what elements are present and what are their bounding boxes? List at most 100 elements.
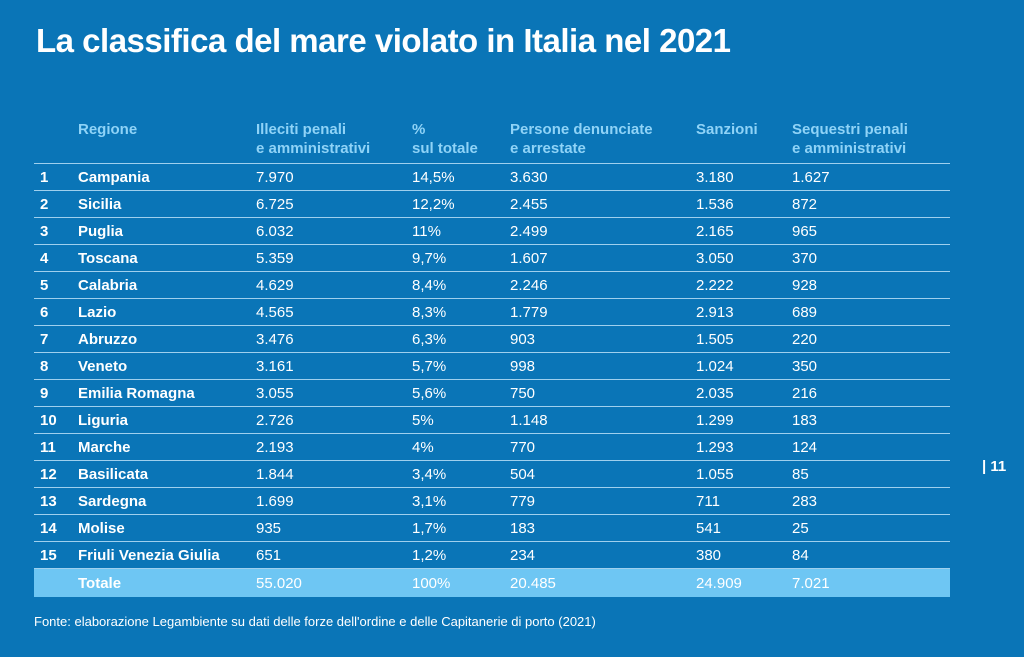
cell-illeciti: 935: [256, 514, 412, 542]
cell-rank: 1: [34, 163, 78, 191]
cell-persone: 2.499: [510, 217, 696, 245]
cell-rank: 7: [34, 325, 78, 353]
cell-region: Toscana: [78, 244, 256, 272]
page-title: La classifica del mare violato in Italia…: [36, 22, 731, 59]
cell-percent: 8,3%: [412, 298, 510, 326]
header-illeciti-line2: e amministrativi: [256, 140, 371, 157]
cell-percent: 5,6%: [412, 379, 510, 407]
cell-sanzioni: 3.050: [696, 244, 792, 272]
cell-sanzioni: 1.024: [696, 352, 792, 380]
cell-percent: 8,4%: [412, 271, 510, 299]
cell-region: Abruzzo: [78, 325, 256, 353]
header-sanzioni: Sanzioni: [696, 120, 792, 164]
cell-rank: 2: [34, 190, 78, 218]
cell-rank: 8: [34, 352, 78, 380]
cell-persone: 234: [510, 541, 696, 569]
header-percent-line2: sul totale: [412, 140, 478, 157]
cell-region: Friuli Venezia Giulia: [78, 541, 256, 569]
cell-rank: 13: [34, 487, 78, 515]
total-sanzioni: 24.909: [696, 568, 792, 597]
cell-region: Basilicata: [78, 460, 256, 488]
cell-persone: 2.455: [510, 190, 696, 218]
header-persone-line2: e arrestate: [510, 140, 586, 157]
cell-illeciti: 7.970: [256, 163, 412, 191]
cell-sanzioni: 3.180: [696, 163, 792, 191]
cell-percent: 12,2%: [412, 190, 510, 218]
cell-sanzioni: 1.293: [696, 433, 792, 461]
cell-region: Marche: [78, 433, 256, 461]
cell-illeciti: 3.476: [256, 325, 412, 353]
header-persone-line1: Persone denunciate: [510, 121, 653, 138]
cell-sequestri: 85: [792, 460, 950, 488]
cell-sequestri: 928: [792, 271, 950, 299]
cell-sequestri: 220: [792, 325, 950, 353]
cell-sequestri: 370: [792, 244, 950, 272]
cell-percent: 3,4%: [412, 460, 510, 488]
cell-sanzioni: 711: [696, 487, 792, 515]
cell-illeciti: 1.844: [256, 460, 412, 488]
total-label: Totale: [78, 568, 256, 597]
cell-region: Molise: [78, 514, 256, 542]
cell-region: Lazio: [78, 298, 256, 326]
cell-percent: 11%: [412, 217, 510, 245]
total-sequestri: 7.021: [792, 568, 950, 597]
page-number: | 11: [982, 458, 1007, 475]
cell-sequestri: 872: [792, 190, 950, 218]
header-illeciti: Illeciti penali e amministrativi: [256, 120, 412, 164]
header-percent: % sul totale: [412, 120, 510, 164]
cell-sanzioni: 2.913: [696, 298, 792, 326]
cell-region: Campania: [78, 163, 256, 191]
cell-rank: 15: [34, 541, 78, 569]
total-persone: 20.485: [510, 568, 696, 597]
cell-rank: 10: [34, 406, 78, 434]
cell-sanzioni: 2.165: [696, 217, 792, 245]
header-region-line1: Regione: [78, 121, 138, 138]
cell-percent: 3,1%: [412, 487, 510, 515]
cell-rank: 3: [34, 217, 78, 245]
cell-persone: 2.246: [510, 271, 696, 299]
table-row: 15 Friuli Venezia Giulia 651 1,2% 234 380 84: [34, 541, 950, 569]
cell-sanzioni: 1.536: [696, 190, 792, 218]
table-row: 3 Puglia 6.032 11% 2.499 2.165 965: [34, 217, 950, 245]
cell-sequestri: 124: [792, 433, 950, 461]
header-sequestri: Sequestri penali e amministrativi: [792, 120, 950, 164]
cell-region: Liguria: [78, 406, 256, 434]
cell-sequestri: 84: [792, 541, 950, 569]
cell-illeciti: 3.055: [256, 379, 412, 407]
header-persone: Persone denunciate e arrestate: [510, 120, 696, 164]
table-row: 10 Liguria 2.726 5% 1.148 1.299 183: [34, 406, 950, 434]
cell-percent: 5,7%: [412, 352, 510, 380]
cell-persone: 750: [510, 379, 696, 407]
cell-sequestri: 965: [792, 217, 950, 245]
header-sequestri-line2: e amministrativi: [792, 140, 907, 157]
cell-rank: 11: [34, 433, 78, 461]
cell-persone: 3.630: [510, 163, 696, 191]
cell-persone: 770: [510, 433, 696, 461]
cell-illeciti: 651: [256, 541, 412, 569]
cell-sequestri: 689: [792, 298, 950, 326]
ranking-table-container: Regione Illeciti penali e amministrativi…: [34, 120, 950, 597]
table-row: 13 Sardegna 1.699 3,1% 779 711 283: [34, 487, 950, 515]
cell-persone: 779: [510, 487, 696, 515]
cell-illeciti: 3.161: [256, 352, 412, 380]
cell-sequestri: 183: [792, 406, 950, 434]
cell-persone: 183: [510, 514, 696, 542]
cell-illeciti: 6.032: [256, 217, 412, 245]
cell-rank: 9: [34, 379, 78, 407]
table-row: 4 Toscana 5.359 9,7% 1.607 3.050 370: [34, 244, 950, 272]
header-percent-line1: %: [412, 121, 426, 138]
cell-percent: 6,3%: [412, 325, 510, 353]
header-sanzioni-line1: Sanzioni: [696, 121, 758, 138]
cell-illeciti: 6.725: [256, 190, 412, 218]
cell-region: Emilia Romagna: [78, 379, 256, 407]
cell-sequestri: 1.627: [792, 163, 950, 191]
table-row: 8 Veneto 3.161 5,7% 998 1.024 350: [34, 352, 950, 380]
total-rank: [34, 568, 78, 597]
cell-percent: 5%: [412, 406, 510, 434]
cell-persone: 998: [510, 352, 696, 380]
cell-region: Calabria: [78, 271, 256, 299]
total-row: Totale 55.020 100% 20.485 24.909 7.021: [34, 568, 950, 597]
cell-sanzioni: 1.299: [696, 406, 792, 434]
table-row: 1 Campania 7.970 14,5% 3.630 3.180 1.627: [34, 163, 950, 191]
table-body: 1 Campania 7.970 14,5% 3.630 3.180 1.627 2 Sici…: [34, 163, 950, 597]
